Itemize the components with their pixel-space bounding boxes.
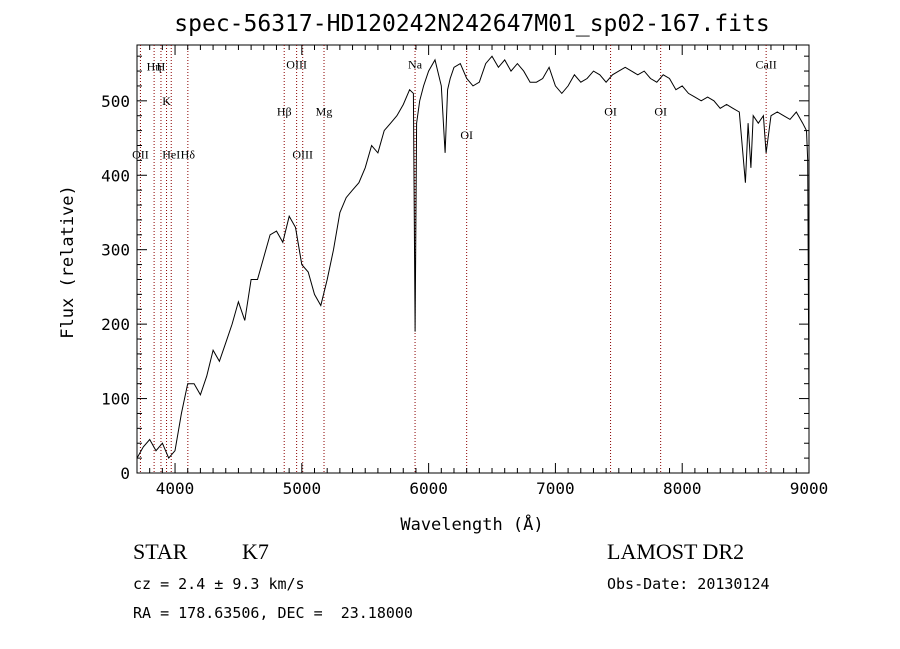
plot-frame	[137, 45, 809, 473]
x-tick-label: 6000	[409, 479, 448, 498]
y-tick-label: 400	[101, 166, 130, 185]
subclass: K7	[242, 539, 269, 565]
flux-line-0	[137, 56, 809, 458]
object-type: STAR	[133, 539, 187, 565]
x-axis-label: Wavelength (Å)	[400, 513, 543, 535]
x-tick-label: 9000	[790, 479, 829, 498]
marker-label: HeI	[162, 147, 180, 161]
x-tick-label: 5000	[283, 479, 322, 498]
coordinates: RA = 178.63506, DEC = 23.18000	[133, 604, 413, 622]
x-axis-ticks: 4000 5000 6000 7000 8000 9000	[150, 45, 829, 498]
x-tick-label: 8000	[663, 479, 702, 498]
chart-title: spec-56317-HD120242N242647M01_sp02-167.f…	[174, 11, 769, 37]
marker-label: OI	[604, 105, 617, 119]
marker-label: OI	[654, 105, 667, 119]
marker-label: Hβ	[277, 105, 292, 119]
y-tick-label: 200	[101, 315, 130, 334]
marker-label: OIII	[286, 58, 307, 72]
marker-label: OIII	[292, 147, 313, 161]
marker-label: H	[157, 60, 166, 74]
x-tick-label: 4000	[156, 479, 195, 498]
y-tick-label: 0	[120, 464, 130, 483]
flux-series	[137, 56, 809, 458]
y-axis-label: Flux (relative)	[58, 185, 78, 339]
marker-label: Na	[408, 58, 423, 72]
y-tick-label: 500	[101, 92, 130, 111]
redshift-velocity: cz = 2.4 ± 9.3 km/s	[133, 575, 305, 593]
y-tick-label: 300	[101, 241, 130, 260]
marker-label: Mg	[316, 105, 333, 119]
marker-label: OI	[460, 128, 473, 142]
x-tick-label: 7000	[536, 479, 575, 498]
y-axis-ticks: 0 100 200 300 400 500	[101, 56, 809, 483]
y-tick-label: 100	[101, 390, 130, 409]
survey-name: LAMOST DR2	[607, 539, 744, 565]
marker-label: Hδ	[181, 147, 196, 161]
marker-label: K	[162, 94, 171, 108]
marker-label: CaII	[755, 58, 776, 72]
observation-date: Obs-Date: 20130124	[607, 575, 770, 593]
marker-label: OII	[132, 147, 149, 161]
